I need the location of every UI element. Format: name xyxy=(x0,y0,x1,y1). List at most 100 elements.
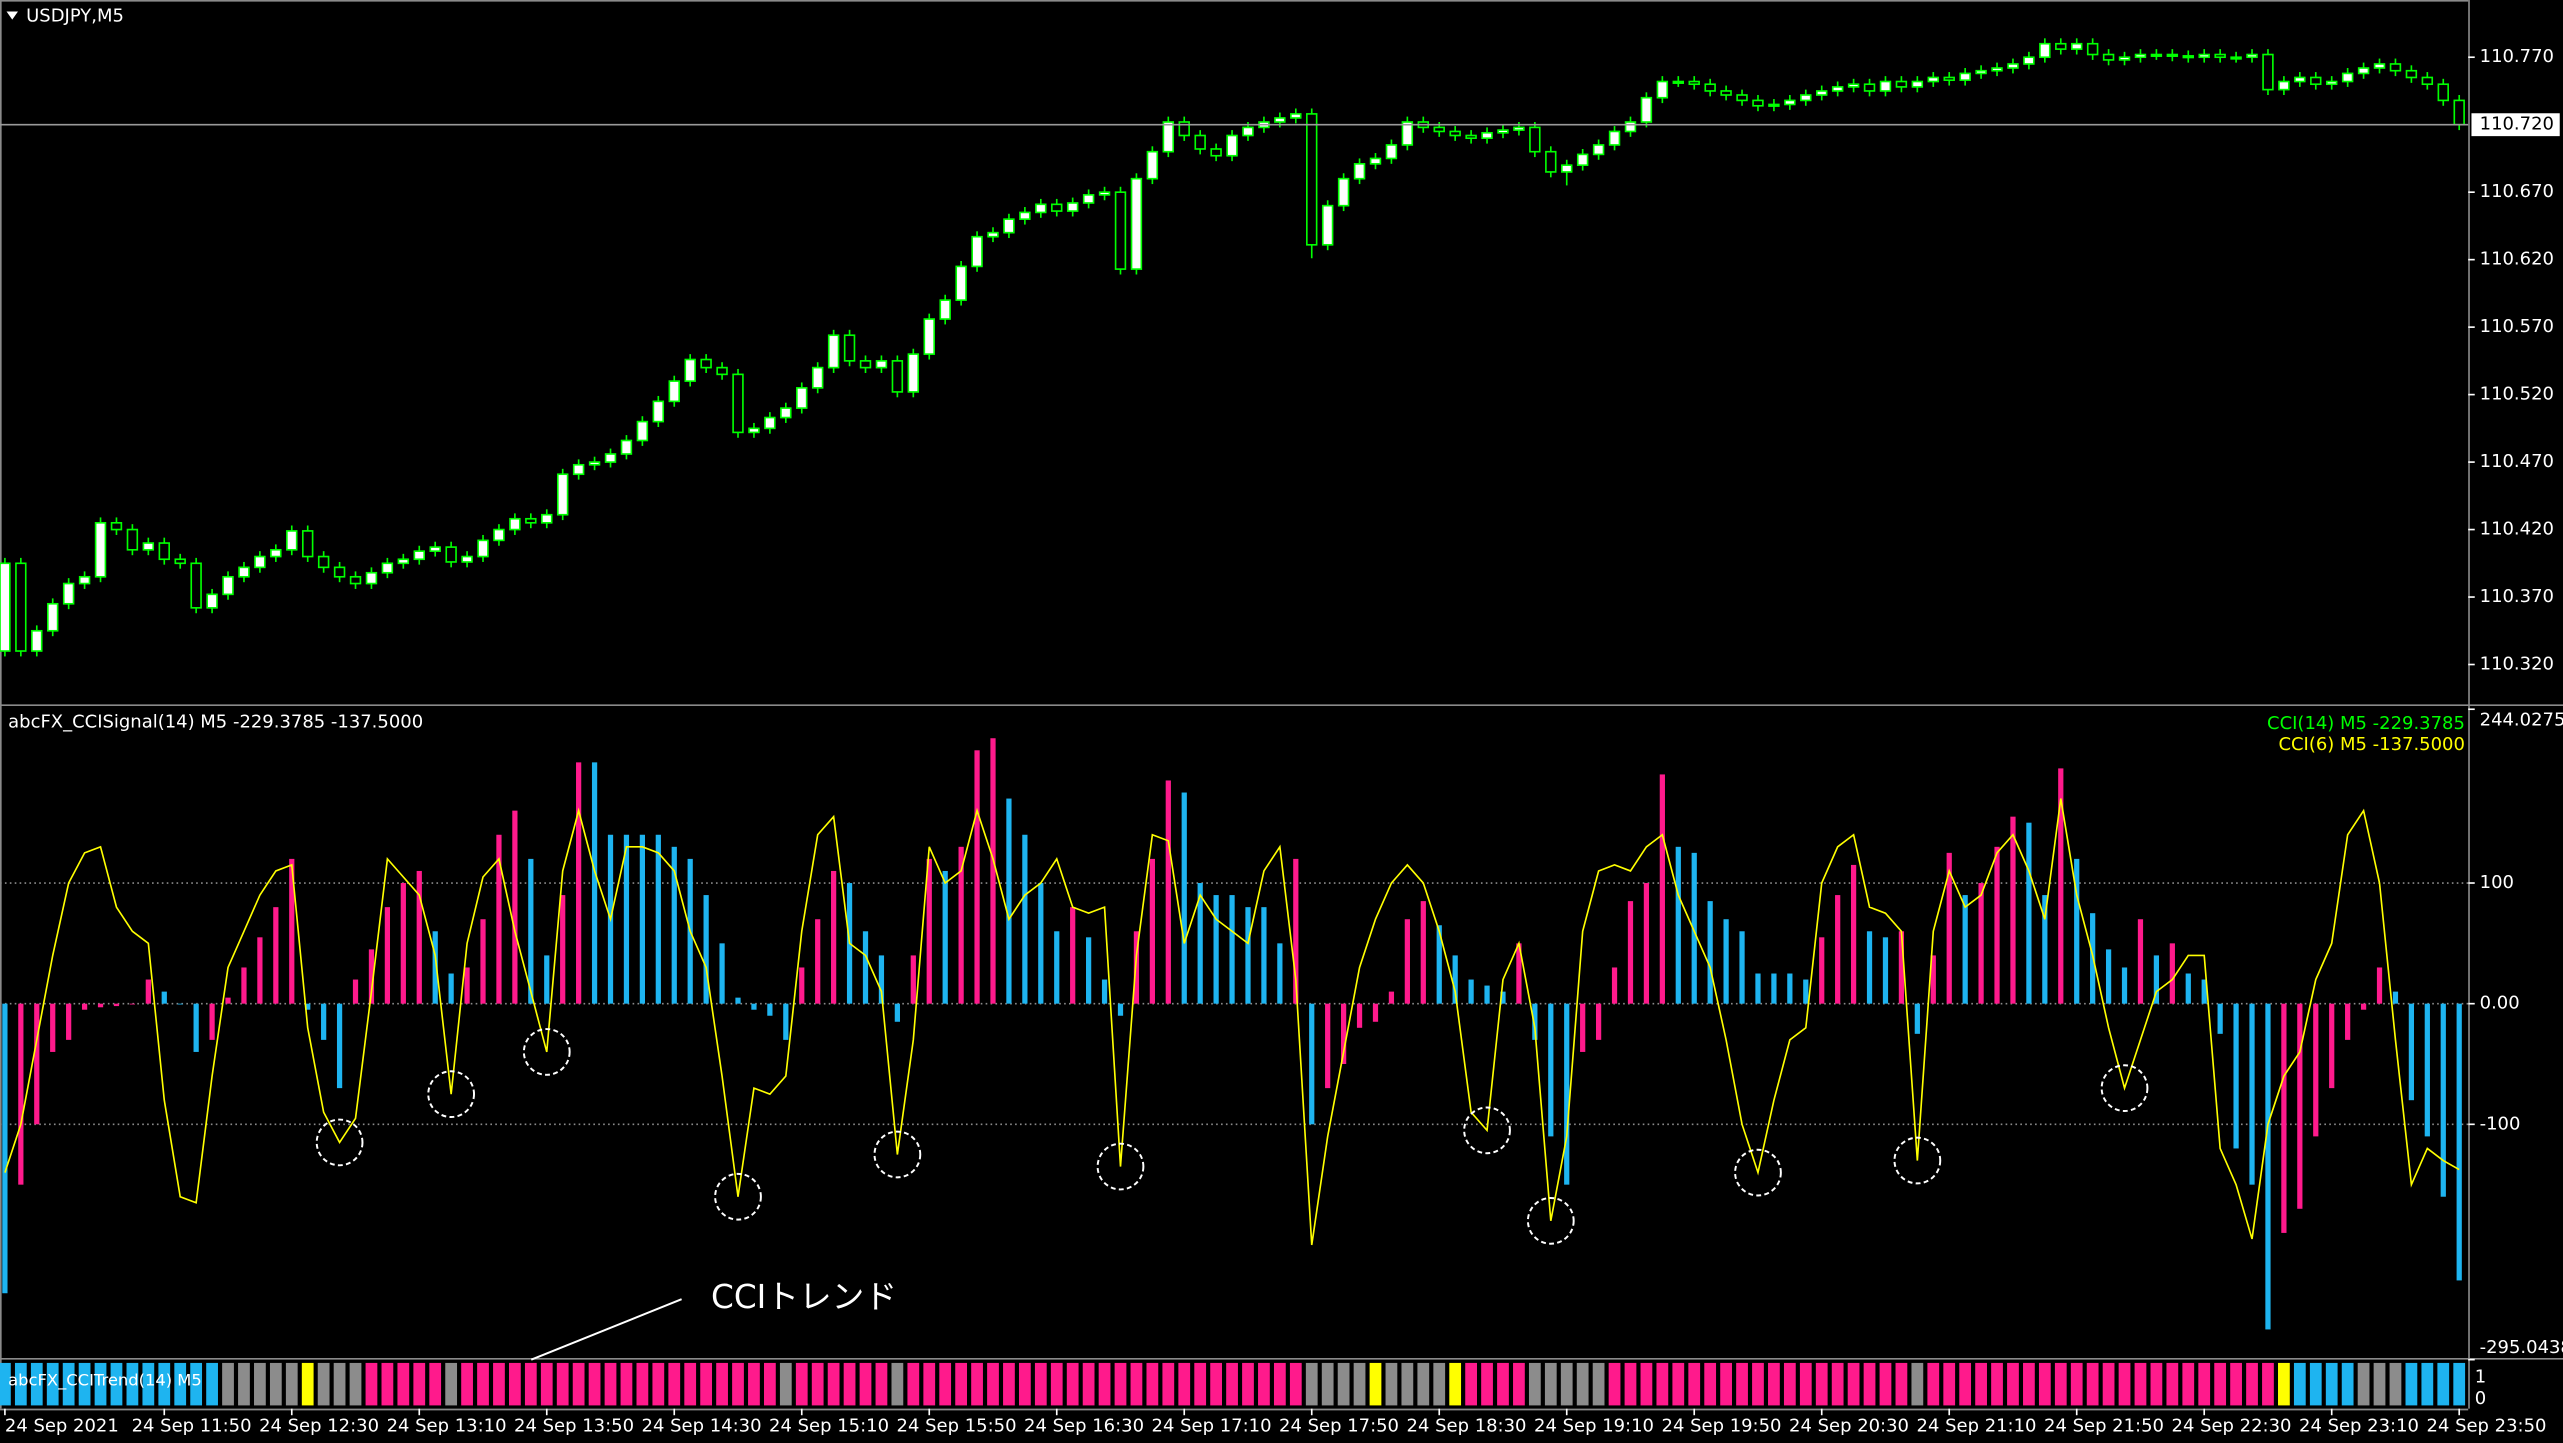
signal-circle xyxy=(2100,1064,2149,1112)
trend-bar xyxy=(1210,1362,1223,1406)
histogram-bar xyxy=(1325,1003,1331,1089)
histogram-bar xyxy=(1006,798,1012,1004)
trend-bar xyxy=(1305,1362,1318,1406)
histogram-bar xyxy=(81,1003,88,1010)
trend-bar xyxy=(0,1362,11,1406)
trend-bar xyxy=(1353,1362,1366,1406)
x-tick-label: 24 Sep 18:30 xyxy=(1407,1416,1527,1437)
candle-body xyxy=(238,566,250,578)
candle-body xyxy=(1545,150,1557,173)
histogram-bar xyxy=(1436,925,1442,1004)
histogram-bar xyxy=(1356,1003,1363,1028)
histogram-bar xyxy=(783,1003,789,1040)
histogram-bar xyxy=(2185,973,2191,1004)
candle-body xyxy=(875,360,888,369)
histogram-bar xyxy=(1261,907,1267,1004)
candle-body xyxy=(15,562,27,652)
candle-body xyxy=(2437,83,2449,102)
candle-body xyxy=(2325,80,2338,86)
y-tick-label: 110.620 xyxy=(2480,249,2554,270)
candle-body xyxy=(397,558,410,565)
histogram-bar xyxy=(623,834,630,1004)
histogram-bar xyxy=(544,955,550,1004)
trend-bar xyxy=(381,1362,394,1406)
last-price-box xyxy=(2471,113,2560,137)
symbol-menu-icon[interactable] xyxy=(6,11,18,20)
y-tick-label: 110.320 xyxy=(2480,654,2554,675)
histogram-bar xyxy=(177,1003,183,1005)
candle-body xyxy=(2246,53,2258,59)
candle-body xyxy=(1768,103,1780,107)
histogram-bar xyxy=(161,991,167,1004)
trend-bar xyxy=(684,1362,697,1406)
candle-body xyxy=(1959,72,1971,81)
histogram-bar xyxy=(2026,822,2032,1004)
candle-body xyxy=(1290,113,1302,119)
x-tick-label: 24 Sep 11:50 xyxy=(132,1416,252,1437)
candle-body xyxy=(2389,63,2402,72)
trend-bar xyxy=(477,1362,489,1406)
candle-body xyxy=(1449,130,1461,137)
trend-bar xyxy=(1146,1362,1159,1406)
candle-body xyxy=(2198,53,2210,59)
trend-bar xyxy=(1273,1362,1286,1406)
histogram-bar xyxy=(831,870,837,1004)
trend-bar xyxy=(1497,1362,1509,1406)
histogram-bar xyxy=(1755,973,1761,1004)
histogram-bar xyxy=(257,937,263,1004)
histogram-bar xyxy=(432,931,438,1004)
trend-bar xyxy=(2357,1362,2370,1406)
histogram-bar xyxy=(464,967,470,1004)
trend-bar xyxy=(636,1362,649,1406)
trend-bar xyxy=(2373,1362,2386,1406)
trend-bar xyxy=(907,1362,920,1406)
histogram-bar xyxy=(1340,1003,1347,1065)
candle-body xyxy=(1991,67,2003,72)
histogram-bar xyxy=(2137,919,2144,1004)
signal-circle xyxy=(1893,1136,1942,1185)
trend-bar xyxy=(1018,1362,1031,1406)
trend-bar xyxy=(1799,1362,1812,1406)
histogram-bar xyxy=(1627,901,1634,1004)
candle-body xyxy=(525,517,537,524)
candle-body xyxy=(1895,80,1908,88)
x-tick-label: 24 Sep 19:10 xyxy=(1534,1416,1654,1437)
trend-bar xyxy=(1465,1362,1477,1406)
histogram-bar xyxy=(2121,967,2128,1004)
trend-bar xyxy=(668,1362,681,1406)
histogram-bar xyxy=(1803,979,1809,1004)
histogram-bar xyxy=(1372,1003,1379,1022)
trend-bar xyxy=(14,1362,27,1406)
candle-body xyxy=(859,360,872,369)
trend-bar xyxy=(1831,1362,1844,1406)
x-tick-label: 24 Sep 17:10 xyxy=(1152,1416,1272,1437)
candle-body xyxy=(1576,153,1589,167)
candle-body xyxy=(1943,76,1955,81)
candle-body xyxy=(588,461,601,466)
candle-body xyxy=(1975,69,1987,75)
candle-body xyxy=(891,360,904,393)
histogram-bar xyxy=(1564,1003,1570,1185)
candle-body xyxy=(158,542,170,561)
trend-bar xyxy=(94,1362,107,1406)
trend-bar xyxy=(2325,1362,2338,1406)
candle-body xyxy=(572,463,585,476)
trend-bar xyxy=(763,1362,776,1406)
candle-body xyxy=(1831,86,1844,92)
candle-body xyxy=(636,420,649,442)
histogram-bar xyxy=(2281,1003,2287,1233)
candle-body xyxy=(1752,99,1764,107)
trend-bar xyxy=(2150,1362,2163,1406)
trend-bar xyxy=(509,1362,521,1406)
trend-bar xyxy=(1672,1362,1685,1406)
candle-body xyxy=(429,546,441,552)
trend-bar xyxy=(142,1362,155,1406)
histogram-bar xyxy=(2042,895,2048,1004)
trend-bar xyxy=(1433,1362,1446,1406)
candle-body xyxy=(2357,67,2370,75)
histogram-bar xyxy=(767,1003,773,1016)
candle-body xyxy=(317,555,330,569)
histogram-bar xyxy=(1548,1003,1554,1137)
trend-bar xyxy=(1895,1362,1908,1406)
